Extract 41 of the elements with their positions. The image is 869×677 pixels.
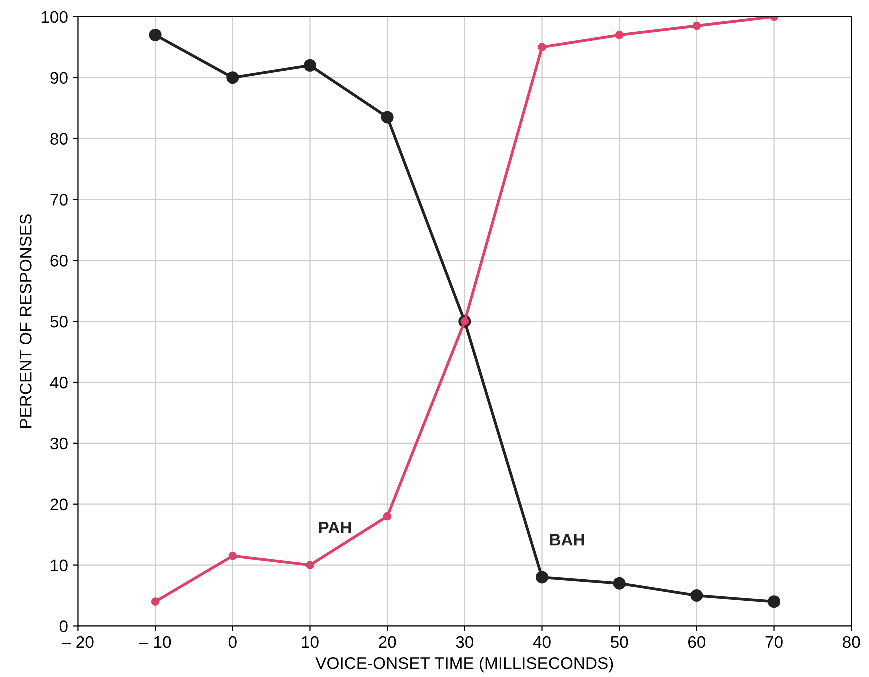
y-tick-label: 30	[50, 438, 68, 450]
point	[383, 512, 392, 521]
y-tick-label: 70	[50, 194, 68, 206]
point	[538, 43, 546, 52]
x-tick-label: 40	[533, 636, 551, 648]
point	[149, 28, 162, 42]
x-axis-title: VOICE-ONSET TIME (MILLISECONDS)	[316, 657, 614, 673]
point	[381, 111, 394, 124]
y-tick-label: 100	[42, 11, 68, 24]
point	[226, 72, 240, 84]
y-axis-title: PERCENT OF RESPONSES	[20, 214, 32, 428]
y-tick-label: 50	[50, 316, 68, 328]
y-tick-label: 80	[50, 133, 68, 145]
y-tick-label: 40	[50, 376, 68, 389]
y-tick-label: 0	[60, 620, 68, 632]
y-tick-label: 10	[51, 560, 68, 572]
y-tick-label: 20	[50, 498, 68, 511]
x-tick-label: – 10	[139, 636, 172, 648]
x-tick-label: 70	[766, 636, 783, 648]
point	[768, 596, 781, 608]
point	[690, 590, 704, 602]
x-tick-label: 0	[228, 636, 237, 648]
point	[151, 598, 160, 606]
point	[304, 59, 316, 72]
point	[228, 552, 238, 560]
y-tick-label: 90	[50, 72, 68, 84]
point	[615, 31, 624, 40]
point	[613, 577, 626, 590]
x-tick-label: – 20	[62, 636, 94, 648]
point	[692, 22, 702, 30]
x-tick-label: 50	[610, 636, 628, 648]
x-tick-label: 10	[302, 636, 319, 648]
x-tick-label: 60	[688, 636, 706, 648]
x-tick-label: 20	[379, 636, 396, 648]
point	[536, 571, 549, 584]
x-tick-label: 80	[843, 636, 860, 648]
y-tick-label: 60	[50, 255, 68, 267]
series-label: PAH	[319, 522, 352, 534]
point	[306, 561, 314, 570]
x-tick-label: 30	[456, 636, 474, 648]
series-label: BAH	[550, 534, 584, 546]
